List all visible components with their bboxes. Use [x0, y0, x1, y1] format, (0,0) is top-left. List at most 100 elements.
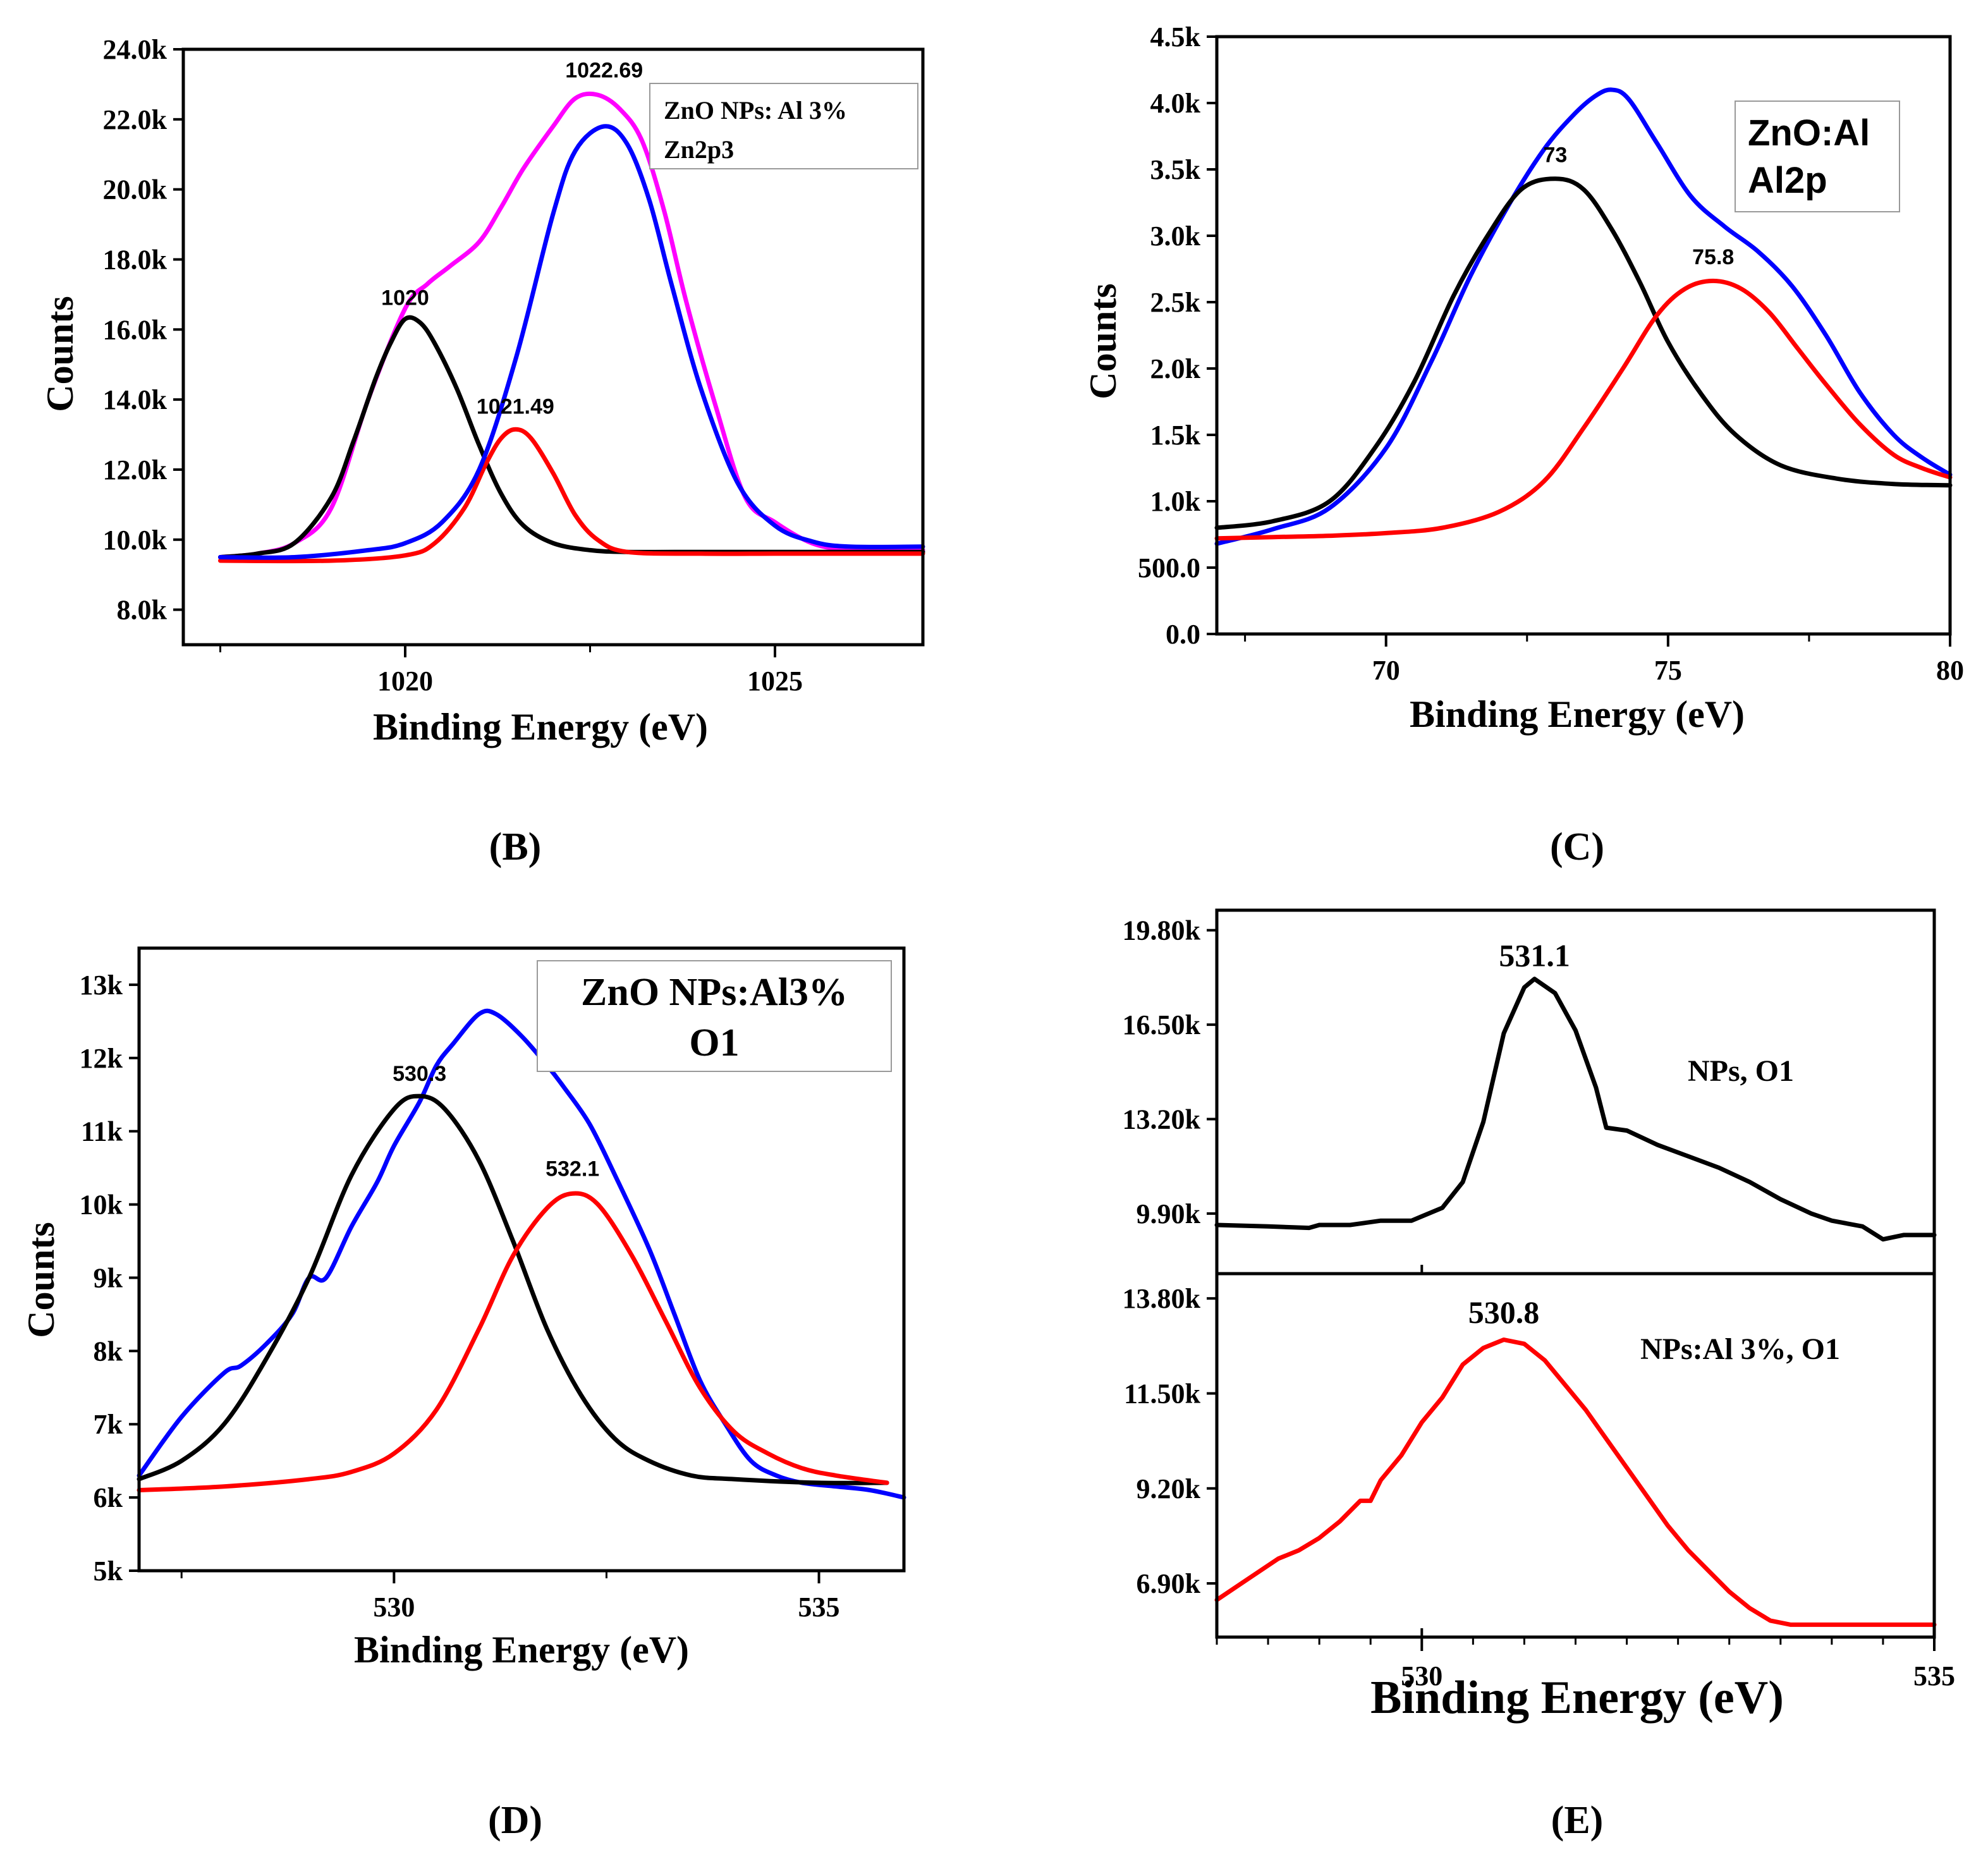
panel-c-ytick-label: 0.0 [1166, 619, 1200, 650]
panel-c-series-peak-73 [1214, 176, 1953, 530]
panel-c-ytick-label: 1.0k [1150, 486, 1201, 517]
panel-b-ytick-label: 18.0k [103, 244, 168, 275]
panel-c-series-envelope [1214, 87, 1953, 546]
panel-d-xlabel: Binding Energy (eV) [354, 1629, 689, 1671]
panel-e-top-ytick-label: 19.80k [1123, 915, 1201, 946]
panel-e-bottom-ytick-label: 6.90k [1137, 1568, 1201, 1599]
panel-c-xtick-label: 80 [1936, 655, 1964, 686]
panel-c-ytick-label: 2.0k [1150, 353, 1201, 384]
panel-c-ytick-label: 4.0k [1150, 88, 1201, 119]
panel-c-series-peak-75-8 [1214, 278, 1953, 541]
panel-e-bottom-series [1214, 1337, 1937, 1627]
panel-b: Counts Binding Energy (eV) (B) 8.0k 10.0k… [39, 34, 925, 868]
panel-d-ytick-label: 7k [94, 1409, 123, 1440]
panel-c-ytick-label: 4.5k [1150, 21, 1201, 52]
panel-c-ylabel: Counts [1082, 283, 1124, 399]
panel-e-bottom-series-nps-al-3-o1 [1214, 1337, 1937, 1627]
panel-b-series-peak-1022-69 [218, 124, 925, 560]
panel-e: Binding Energy (eV) (E) 530 535 9.90k 13.2… [1123, 908, 1955, 1842]
panel-b-ytick-label: 10.0k [103, 525, 168, 556]
panel-d-legend-box [537, 960, 892, 1072]
panel-d-ytick-label: 5k [94, 1556, 123, 1587]
panel-d-series [137, 1008, 906, 1500]
panel-e-top-series-nps-o1 [1214, 977, 1937, 1242]
panel-d-ytick-label: 11k [81, 1116, 123, 1147]
panel-d-yticks: 5k 6k 7k 8k 9k 10k 11k 12k 13k [80, 970, 139, 1587]
panel-b-xtick-label: 1025 [747, 666, 803, 697]
panel-d-ytick-label: 12k [80, 1043, 123, 1074]
panel-e-label: (E) [1551, 1799, 1604, 1842]
panel-d-xtick-label: 530 [373, 1592, 415, 1623]
panel-e-top-series [1214, 977, 1937, 1242]
panel-e-top-peak-label: 531.1 [1499, 938, 1570, 973]
panel-c-peak-label: 73 [1543, 143, 1567, 168]
panel-e-top-ytick-label: 13.20k [1123, 1104, 1201, 1135]
panel-b-annotations: 1020 1021.49 1022.69 [381, 58, 643, 418]
panel-d-annotations: 530.3 532.1 [393, 1062, 599, 1181]
panel-d-frame [137, 946, 906, 1573]
panel-b-frame [181, 47, 925, 647]
panel-c-legend-box [1735, 101, 1900, 212]
panel-d-ytick-label: 9k [94, 1262, 123, 1293]
panel-c-ytick-label: 3.0k [1150, 221, 1201, 252]
panel-c-xticks: 70 75 80 [1244, 634, 1964, 686]
panel-d-ytick-label: 10k [80, 1190, 123, 1221]
panel-b-ylabel: Counts [39, 296, 81, 411]
panel-e-top-legend: NPs, O1 [1688, 1054, 1794, 1088]
panel-e-bottom-ytick-label: 9.20k [1137, 1473, 1201, 1504]
panel-b-ytick-label: 24.0k [103, 34, 168, 65]
panel-b-ytick-label: 16.0k [103, 314, 168, 345]
panel-b-ytick-label: 8.0k [117, 595, 168, 626]
panel-c-peak-label: 75.8 [1692, 245, 1734, 269]
panel-b-peak-label: 1020 [381, 286, 429, 310]
panel-e-top-ytick-label: 16.50k [1123, 1009, 1201, 1040]
panel-e-bottom-legend: NPs:Al 3%, O1 [1640, 1332, 1840, 1366]
panel-e-bottom-yticks: 6.90k 9.20k 11.50k 13.80k [1123, 1283, 1936, 1637]
panel-d-series-peak-532-1 [137, 1191, 889, 1492]
panel-d-series-envelope [137, 1008, 906, 1500]
panel-b-peak-label: 1022.69 [565, 58, 643, 82]
panel-e-annotations: 531.1 530.8 [1468, 938, 1570, 1330]
panel-d-peak-label: 530.3 [393, 1062, 446, 1086]
panel-e-xtick-label: 530 [1401, 1660, 1442, 1691]
panel-d-ytick-label: 8k [94, 1336, 123, 1367]
panel-c-xlabel: Binding Energy (eV) [1410, 693, 1745, 735]
panel-e-top-ytick-label: 9.90k [1137, 1198, 1201, 1229]
panel-b-xtick-label: 1020 [377, 666, 433, 697]
panel-d-ytick-label: 6k [94, 1482, 123, 1513]
panel-b-legend-line2: Zn2p3 [664, 135, 734, 164]
panel-e-bottom-ytick-label: 13.80k [1123, 1283, 1201, 1314]
panel-d-series-peak-530-3 [137, 1094, 889, 1485]
panel-b-label: (B) [489, 825, 542, 868]
panel-c-ytick-label: 1.5k [1150, 420, 1201, 451]
panel-b-ytick-label: 14.0k [103, 384, 168, 415]
panel-b-ytick-label: 20.0k [103, 174, 168, 205]
panel-b-xlabel: Binding Energy (eV) [373, 706, 708, 748]
panel-b-ytick-label: 12.0k [103, 454, 168, 485]
panel-c-legend-line1: ZnO:Al [1748, 113, 1870, 154]
panel-c-ytick-label: 3.5k [1150, 154, 1201, 185]
panel-e-bottom-ytick-label: 11.50k [1124, 1378, 1201, 1409]
panel-c-frame [1215, 35, 1952, 636]
panel-c-xtick-label: 75 [1654, 655, 1682, 686]
panel-e-xtick-label: 535 [1913, 1660, 1955, 1691]
panel-d-ylabel: Counts [20, 1222, 62, 1337]
panel-c-annotations: 73 75.8 [1543, 143, 1734, 270]
panel-c-ytick-label: 500.0 [1138, 552, 1200, 583]
panel-d-ytick-label: 13k [80, 970, 123, 1001]
panel-e-bottom-frame [1215, 1272, 1936, 1639]
panel-c-label: (C) [1550, 825, 1604, 868]
panel-c-yticks: 0.0 500.0 1.0k 1.5k 2.0k 2.5k 3.0k 3.5k 4.0k 4.5k [1138, 21, 1217, 650]
panel-b-series [218, 91, 925, 564]
panel-b-ytick-label: 22.0k [103, 104, 168, 135]
panel-d-label: (D) [488, 1799, 542, 1842]
panel-c-series [1214, 87, 1953, 546]
panel-c: Counts Binding Energy (eV) (C) 0.0 500.0 1… [1082, 21, 1964, 868]
panel-e-xticks: 530 535 [1216, 1637, 1955, 1691]
panel-c-legend-line2: Al2p [1748, 160, 1827, 201]
panel-c-ytick-label: 2.5k [1150, 287, 1201, 318]
panel-d: Counts Binding Energy (eV) (D) 5k 6k 7k 8k 9… [20, 946, 906, 1842]
panel-d-legend-line1: ZnO NPs:Al3% [581, 971, 848, 1014]
panel-b-series-peak-1021-49 [218, 427, 925, 564]
